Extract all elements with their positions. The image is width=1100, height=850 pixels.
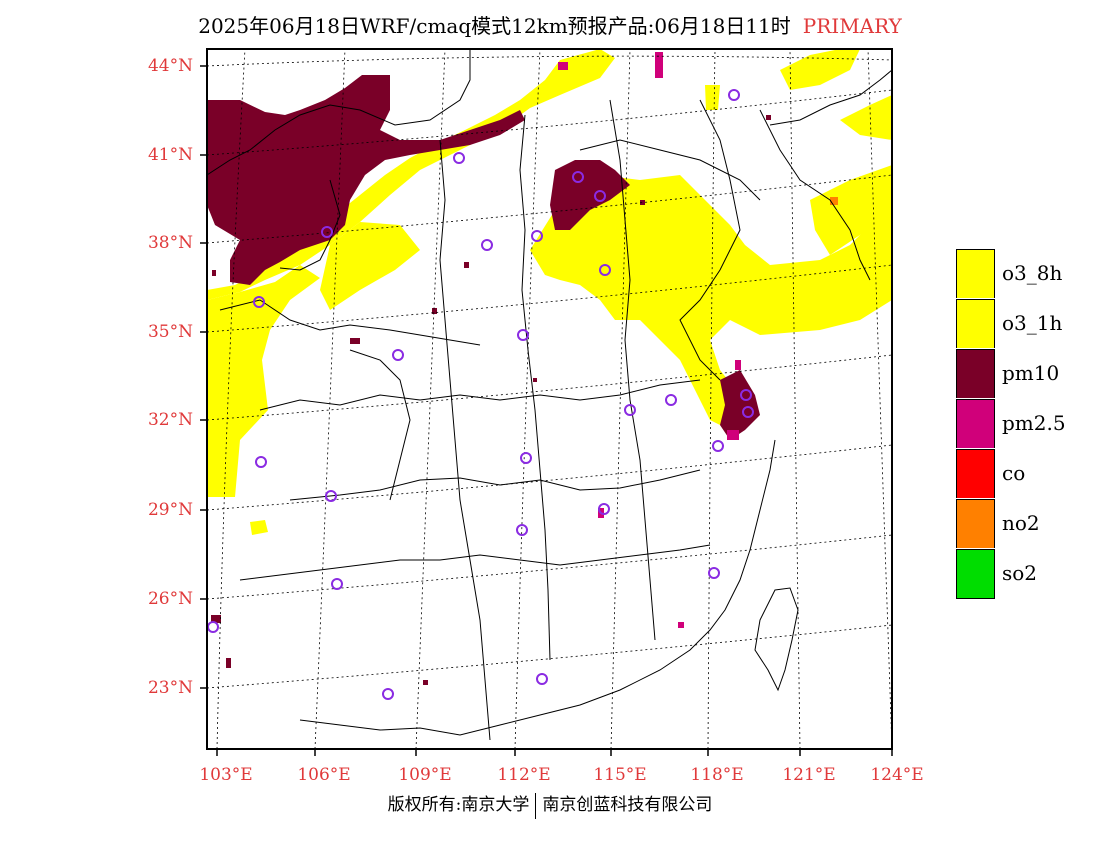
no2-patch — [830, 197, 838, 205]
pm10-regions — [207, 75, 760, 440]
map-title: 2025年06月18日WRF/cmaq模式12km预报产品:06月18日11时 P… — [0, 10, 1100, 39]
map-content — [207, 49, 892, 749]
o3-regions — [207, 49, 892, 535]
lon-label-118: 118°E — [690, 765, 744, 785]
footer-credits: 版权所有:南京大学 南京创蓝科技有限公司 — [0, 790, 1100, 819]
title-text: 2025年06月18日WRF/cmaq模式12km预报产品:06月18日11时 — [198, 14, 791, 38]
footer-right: 南京创蓝科技有限公司 — [542, 795, 713, 815]
lon-label-124: 124°E — [870, 765, 924, 785]
lat-label-26: 26°N — [147, 589, 193, 609]
legend-swatch — [956, 349, 995, 398]
lat-label-38: 38°N — [147, 233, 193, 253]
legend-swatch — [956, 549, 995, 599]
footer-separator — [535, 792, 537, 819]
map-border — [206, 48, 893, 750]
legend-label: o3_8h — [1002, 261, 1063, 285]
lat-label-44: 44°N — [147, 56, 193, 76]
legend-label: so2 — [1002, 561, 1038, 585]
legend-label: co — [1002, 461, 1026, 485]
lon-label-121: 121°E — [782, 765, 836, 785]
lat-label-29: 29°N — [147, 500, 193, 520]
lon-label-112: 112°E — [497, 765, 551, 785]
lat-label-35: 35°N — [147, 322, 193, 342]
pm10-dots — [211, 115, 771, 685]
legend-label: no2 — [1002, 511, 1040, 535]
title-tag: PRIMARY — [802, 14, 902, 38]
lon-label-109: 109°E — [398, 765, 452, 785]
legend-swatch — [956, 499, 995, 548]
lon-label-115: 115°E — [593, 765, 647, 785]
legend-swatch — [956, 299, 995, 348]
lon-label-106: 106°E — [297, 765, 351, 785]
legend-swatch — [956, 399, 995, 448]
legend-label: pm2.5 — [1002, 411, 1066, 435]
lon-label-103: 103°E — [199, 765, 253, 785]
lat-label-41: 41°N — [147, 145, 193, 165]
legend-label: o3_1h — [1002, 311, 1063, 335]
axis-ticks — [200, 65, 893, 756]
station-markers — [207, 89, 754, 700]
lat-label-32: 32°N — [147, 410, 193, 430]
lat-label-23: 23°N — [147, 678, 193, 698]
boundary-lines — [207, 49, 892, 741]
legend-label: pm10 — [1002, 361, 1060, 385]
footer-left: 版权所有:南京大学 — [387, 795, 530, 815]
legend-swatch — [956, 449, 995, 498]
legend-swatch — [956, 249, 995, 298]
